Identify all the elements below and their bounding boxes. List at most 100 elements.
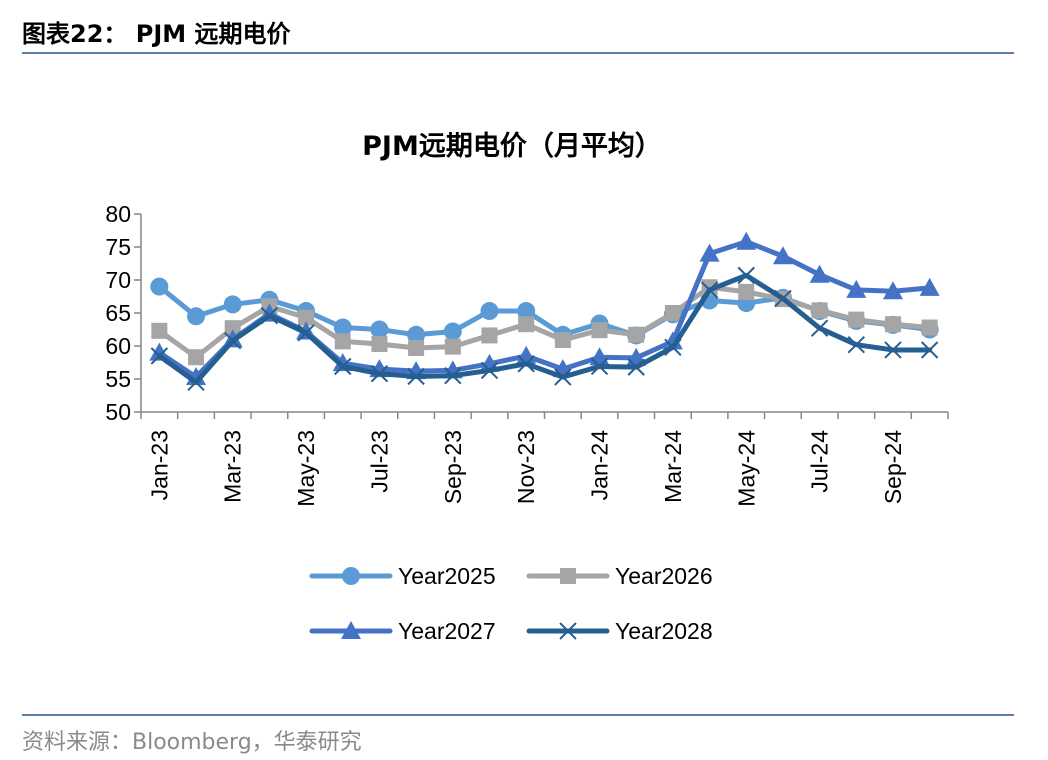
x-tick-label: Mar-23 xyxy=(220,430,246,503)
data-point-year2026 xyxy=(408,339,425,356)
data-point-year2025 xyxy=(407,325,426,344)
pjm-forward-price-chart: PJM远期电价（月平均） 50 55 60 65 70 75 80 Jan-23 Mar-23 M… xyxy=(105,131,949,644)
data-point-year2028 xyxy=(480,361,499,380)
data-point-year2028 xyxy=(810,319,829,337)
data-point-year2028 xyxy=(664,338,682,357)
data-point-year2026 xyxy=(224,320,241,337)
series-year2028 xyxy=(150,266,939,392)
data-point-year2026 xyxy=(371,336,388,353)
y-tick-label: 70 xyxy=(105,267,131,293)
series-line-year2026 xyxy=(156,284,933,360)
series-line-year2028 xyxy=(156,272,933,385)
legend-label-year2026: Year2026 xyxy=(615,563,713,589)
x-tick-label: May-23 xyxy=(293,430,319,507)
y-tick-label: 60 xyxy=(105,333,131,359)
data-point-year2025 xyxy=(333,318,352,337)
data-point-year2026 xyxy=(811,302,828,319)
data-point-year2026 xyxy=(481,327,498,344)
chart-axes: 50 55 60 65 70 75 80 Jan-23 Mar-23 May-23 Jul-23 Se… xyxy=(105,201,949,507)
data-point-year2028 xyxy=(334,357,352,376)
legend-marker-year2025 xyxy=(342,567,360,585)
data-point-year2028 xyxy=(370,365,389,383)
data-point-year2028 xyxy=(920,341,939,359)
data-point-year2026 xyxy=(591,322,608,339)
x-tick-label: Nov-23 xyxy=(513,430,539,504)
data-point-year2025 xyxy=(187,307,206,326)
data-point-year2028 xyxy=(737,266,755,285)
legend-marker-year2026 xyxy=(560,568,576,584)
data-point-year2025 xyxy=(443,322,462,341)
chart-legend: Year2025 Year2026 Year2027 Year2028 xyxy=(309,563,713,644)
x-tick-label: Jan-24 xyxy=(587,430,613,501)
x-tick-label: May-24 xyxy=(733,430,759,507)
data-point-year2027 xyxy=(772,246,793,265)
data-point-year2026 xyxy=(444,338,461,355)
y-tick-label: 80 xyxy=(105,201,131,227)
data-point-year2025 xyxy=(480,302,499,321)
x-tick-label: Jul-23 xyxy=(366,430,392,493)
data-point-year2026 xyxy=(738,283,755,300)
data-point-year2025 xyxy=(150,277,169,296)
data-point-year2028 xyxy=(444,366,462,385)
y-tick-label: 55 xyxy=(105,366,131,392)
data-point-year2028 xyxy=(884,341,902,359)
y-tick-label: 50 xyxy=(105,399,131,425)
legend-marker-year2028 xyxy=(559,622,577,640)
footer-divider xyxy=(22,714,1014,716)
series-year2026 xyxy=(151,279,938,366)
data-point-year2026 xyxy=(151,322,168,339)
data-point-year2027 xyxy=(149,342,170,361)
header-divider xyxy=(22,52,1014,54)
chart-series xyxy=(149,231,940,392)
data-point-year2027 xyxy=(882,281,903,300)
x-tick-label: Jul-24 xyxy=(807,430,833,493)
data-point-year2028 xyxy=(187,373,205,392)
data-point-year2026 xyxy=(518,316,535,333)
legend-label-year2028: Year2028 xyxy=(615,618,713,644)
data-point-year2028 xyxy=(627,358,645,376)
data-point-year2025 xyxy=(370,320,389,339)
legend-item-year2027: Year2027 xyxy=(309,618,496,644)
data-point-year2028 xyxy=(407,367,425,386)
legend-item-year2028: Year2028 xyxy=(526,618,713,644)
x-tick-label: Jan-23 xyxy=(146,430,172,500)
source-note: 资料来源：Bloomberg，华泰研究 xyxy=(22,730,362,755)
data-point-year2027 xyxy=(809,264,830,283)
data-point-year2026 xyxy=(298,309,315,326)
data-point-year2026 xyxy=(628,326,645,343)
legend-label-year2025: Year2025 xyxy=(398,563,496,589)
y-tick-label: 75 xyxy=(105,234,131,260)
data-point-year2028 xyxy=(847,335,866,354)
legend-item-year2025: Year2025 xyxy=(309,563,496,589)
x-tick-label: Sep-24 xyxy=(880,430,906,504)
data-point-year2028 xyxy=(297,324,315,342)
y-tick-label: 65 xyxy=(105,300,131,326)
data-point-year2028 xyxy=(590,357,609,376)
data-point-year2026 xyxy=(664,305,681,321)
data-point-year2027 xyxy=(699,243,720,262)
data-point-year2027 xyxy=(919,277,940,296)
data-point-year2028 xyxy=(150,347,169,365)
data-point-year2025 xyxy=(223,295,242,314)
data-point-year2026 xyxy=(554,332,571,349)
data-point-year2026 xyxy=(921,319,938,336)
data-point-year2025 xyxy=(517,302,536,321)
data-point-year2028 xyxy=(554,368,572,386)
x-tick-label: Sep-23 xyxy=(440,430,466,504)
data-point-year2026 xyxy=(188,349,205,366)
data-point-year2027 xyxy=(662,331,683,350)
legend-marker-year2027 xyxy=(341,621,361,639)
data-point-year2028 xyxy=(223,332,242,350)
data-point-year2028 xyxy=(700,281,719,299)
data-point-year2028 xyxy=(260,306,279,325)
data-point-year2026 xyxy=(334,333,351,350)
data-point-year2026 xyxy=(848,311,865,328)
data-point-year2028 xyxy=(774,289,792,308)
legend-label-year2027: Year2027 xyxy=(398,618,496,644)
data-point-year2027 xyxy=(736,231,757,250)
legend-item-year2026: Year2026 xyxy=(526,563,713,589)
x-tick-label: Mar-24 xyxy=(660,430,686,503)
data-point-year2026 xyxy=(884,316,901,333)
chart-title: PJM远期电价（月平均） xyxy=(362,131,662,162)
data-point-year2028 xyxy=(517,355,535,373)
